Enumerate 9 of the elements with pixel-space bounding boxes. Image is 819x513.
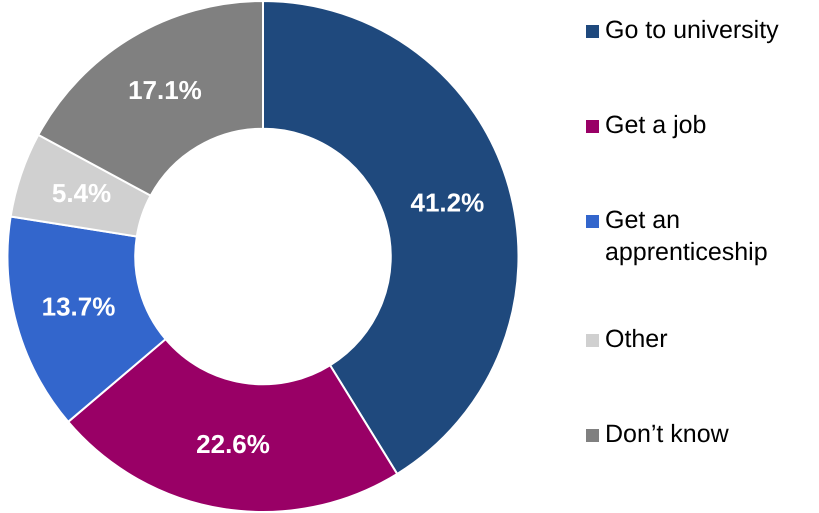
data-label: 17.1% [128,75,202,106]
legend-label: Get an apprenticeship [605,205,769,268]
legend-label: Other [605,324,668,355]
legend-label: Go to university [605,15,779,46]
data-label: 41.2% [410,187,484,218]
data-label: 22.6% [196,428,270,459]
data-label: 13.7% [42,291,116,322]
legend-label: Don’t know [605,418,729,450]
legend-label: Get a job [605,110,706,142]
